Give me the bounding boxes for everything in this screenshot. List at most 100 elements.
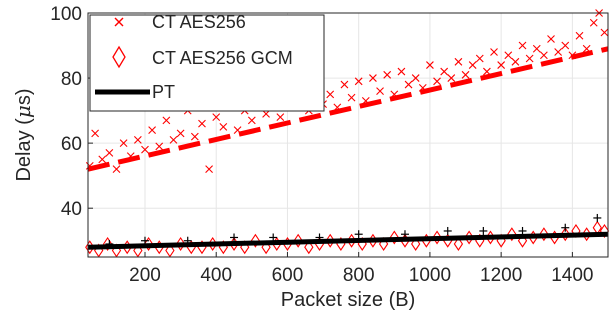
ct-aes256-point-b: [233, 126, 242, 135]
ct-aes256-point: [212, 113, 221, 121]
ct-aes256-point: [426, 61, 434, 69]
ct-aes256-point: [276, 113, 285, 121]
ct-aes256-point-b: [190, 132, 199, 141]
ct-aes256-point-b: [383, 70, 392, 79]
ct-aes256-point-b: [426, 61, 434, 69]
ct-aes256-point: [369, 74, 377, 82]
ct-aes256-point-b: [483, 67, 491, 76]
ct-aes256-point-b: [600, 28, 609, 37]
x-tick-label: 200: [129, 265, 161, 286]
gcm-point: [507, 227, 517, 242]
ct-aes256-point-b: [205, 165, 213, 174]
ct-aes256-point: [561, 41, 570, 50]
ct-aes256-point-b: [169, 135, 178, 144]
ct-aes256-point-b: [85, 162, 94, 170]
ct-aes256-point-b: [575, 31, 584, 40]
x-tick-label: 1200: [480, 265, 522, 286]
ct-aes256-point-b: [369, 74, 377, 82]
ct-aes256-point: [411, 74, 420, 82]
y-axis-title-suffix: s): [13, 88, 35, 105]
pt-point: [479, 226, 488, 235]
legend-label-ct-aes256: CT AES256: [152, 12, 246, 32]
pt-point: [593, 213, 602, 222]
ct-aes256-point: [91, 129, 100, 138]
gcm-point: [411, 236, 421, 251]
ct-aes256-point-b: [525, 54, 534, 63]
ct-aes256-point: [198, 119, 206, 128]
ct-aes256-point-b: [354, 77, 363, 86]
gcm-point: [599, 223, 610, 238]
ct-aes256-point: [98, 155, 107, 164]
ct-aes256-point: [176, 129, 185, 138]
gcm-point: [143, 236, 154, 251]
ct-aes256-point-b: [247, 116, 256, 125]
ct-aes256-point-b: [511, 57, 520, 66]
ct-aes256-point: [262, 109, 270, 118]
x-tick-label: 1000: [409, 265, 451, 286]
x-tick-label: 800: [343, 265, 375, 286]
ct-aes256-point: [525, 54, 534, 63]
x-tick-label: 1400: [551, 265, 593, 286]
ct-aes256-point-b: [198, 119, 206, 128]
ct-aes256-point: [532, 44, 541, 53]
ct-aes256-point: [468, 61, 477, 69]
ct-aes256-point-b: [497, 61, 506, 69]
ct-aes256-point: [383, 70, 392, 79]
ct-aes256-point-b: [547, 35, 555, 43]
pt-point: [561, 223, 570, 232]
ct-aes256-point-b: [141, 145, 149, 154]
pt-point: [518, 226, 527, 235]
gcm-point: [165, 243, 175, 258]
ct-aes256-point-b: [518, 41, 527, 50]
ticks: 200 400 600 800 1000 1200 1400 40 60 80 100: [50, 4, 593, 286]
ct-aes256-point: [169, 135, 178, 144]
gcm-point: [432, 230, 442, 245]
legend: CT AES256 CT AES256 GCM PT: [89, 12, 325, 112]
ct-aes256-point: [547, 35, 555, 43]
pt-point: [140, 236, 149, 245]
ct-aes256-point-b: [155, 142, 164, 151]
ct-aes256-trend: [87, 46, 609, 172]
ct-aes256-point: [141, 145, 149, 154]
pt-point: [230, 233, 239, 242]
ct-aes256-point: [112, 165, 121, 174]
ct-aes256-point: [511, 57, 520, 66]
ct-aes256-point-b: [176, 129, 185, 138]
ct-aes256-point: [454, 57, 463, 66]
pt-point: [183, 236, 192, 245]
ct-aes256-point: [219, 122, 228, 131]
y-tick-label: 60: [61, 134, 82, 155]
ct-aes256-point-b: [475, 54, 484, 63]
ct-aes256-point: [105, 149, 114, 157]
ct-aes256-point-b: [376, 87, 384, 95]
ct-aes256-point: [540, 51, 548, 60]
legend-x-stroke-2: [114, 17, 124, 27]
ct-aes256-point-b: [340, 80, 349, 89]
gcm-point: [304, 240, 314, 255]
ct-aes256-point: [397, 67, 406, 76]
ct-aes256-point-b: [532, 44, 541, 53]
gcm-point: [102, 236, 113, 251]
ct-aes256-point: [575, 31, 584, 40]
ct-aes256-point: [589, 18, 598, 27]
ct-aes256-point: [247, 116, 256, 125]
gcm-point: [453, 236, 464, 251]
ct-aes256-point: [326, 90, 335, 99]
x-axis-title: Packet size (B): [281, 289, 415, 311]
ct-aes256-point: [119, 139, 128, 148]
pt-point: [443, 226, 452, 235]
ct-aes256-point: [205, 165, 213, 174]
ct-aes256-point-b: [148, 126, 156, 135]
ct-aes256-point-b: [447, 74, 456, 82]
ct-aes256-point: [162, 116, 171, 125]
legend-marker-diamond: [112, 45, 126, 69]
ct-aes256-point: [376, 87, 384, 95]
ct-aes256-point-b: [98, 155, 107, 164]
ct-aes256-point: [447, 74, 456, 82]
ct-aes256-point-b: [212, 113, 221, 121]
gcm-point: [175, 236, 186, 251]
ct-aes256-point: [155, 142, 164, 151]
x-tick-label: 400: [200, 265, 232, 286]
ct-aes256-point-b: [262, 109, 270, 118]
ct-aes256-point-b: [433, 77, 441, 86]
